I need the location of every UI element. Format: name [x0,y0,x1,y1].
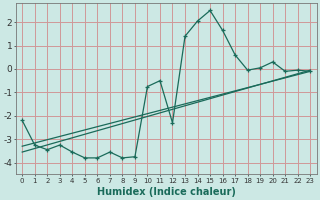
X-axis label: Humidex (Indice chaleur): Humidex (Indice chaleur) [97,187,236,197]
